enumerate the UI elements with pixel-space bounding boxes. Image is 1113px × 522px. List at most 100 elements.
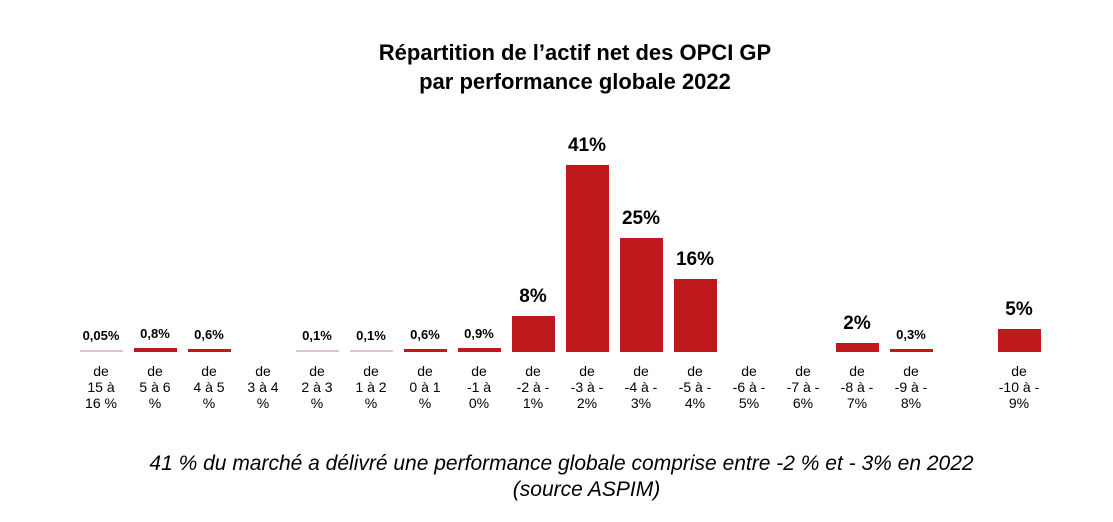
x-tick-label-line: -5 à -: [678, 379, 712, 395]
bar: [565, 165, 609, 352]
x-tick-label: de 5 à 6%: [128, 363, 182, 411]
bar: [889, 349, 933, 352]
x-tick-label-line: -6 à -: [732, 379, 766, 395]
bar: [457, 347, 501, 352]
x-tick-label-line: 3%: [630, 395, 652, 411]
bar: [403, 349, 447, 352]
data-label: 41%: [567, 135, 607, 156]
data-label: 0,1%: [302, 328, 332, 343]
x-tick-label-line: -2 à -: [516, 379, 550, 395]
data-label: 0,6%: [194, 327, 224, 342]
x-tick-label-line: 15 à: [87, 379, 115, 395]
bar: [835, 342, 879, 352]
chart-title-line-2: par performance globale 2022: [419, 69, 731, 94]
x-tick-label-line: %: [418, 395, 432, 411]
x-tick-label-line: -3 à -: [570, 379, 604, 395]
x-tick-label: de -6 à -5%: [722, 363, 776, 411]
x-tick-label: de 4 à 5%: [182, 363, 236, 411]
x-tick-label-line: %: [364, 395, 378, 411]
x-tick-label-line: %: [148, 395, 162, 411]
x-tick-label-line: 4%: [684, 395, 706, 411]
data-label: 0,1%: [356, 328, 386, 343]
x-tick-label: de 1 à 2%: [344, 363, 398, 411]
x-tick-label-line: -10 à -: [998, 379, 1040, 395]
x-tick-label-line: 8%: [900, 395, 922, 411]
x-tick-label-line: -7 à -: [786, 379, 820, 395]
x-tick-label-line: de: [633, 363, 649, 379]
x-tick-label: de -10 à -9%: [992, 363, 1046, 411]
data-label: 25%: [621, 207, 661, 229]
x-tick-label: de -3 à -2%: [560, 363, 614, 411]
x-tick-label-line: de: [795, 363, 811, 379]
x-tick-label-line: 1%: [522, 395, 544, 411]
x-tick-label-line: 0 à 1: [409, 379, 441, 395]
x-tick-label-line: 9%: [1008, 395, 1030, 411]
x-tick-label-line: de: [1011, 363, 1027, 379]
x-tick-label-line: de: [201, 363, 217, 379]
data-label: 8%: [519, 285, 547, 307]
bar: [997, 329, 1041, 352]
x-tick-label-line: de: [147, 363, 163, 379]
data-label: 0,8%: [140, 326, 170, 342]
x-tick-label: de -8 à -7%: [830, 363, 884, 411]
x-tick-label-line: 2%: [576, 395, 598, 411]
x-tick-label-line: de: [579, 363, 595, 379]
data-label: 0,3%: [896, 327, 926, 342]
x-tick-label-line: de: [93, 363, 109, 379]
x-tick-label-line: -9 à -: [894, 379, 928, 395]
x-tick-label: de -4 à -3%: [614, 363, 668, 411]
data-label: 0,05%: [82, 328, 120, 343]
x-tick-label-line: 6%: [792, 395, 814, 411]
x-tick-label-line: de: [903, 363, 919, 379]
x-tick-label-line: 1 à 2: [355, 379, 387, 395]
bar: [673, 279, 717, 352]
x-tick-label-line: 2 à 3: [301, 379, 333, 395]
x-tick-label: de 0 à 1%: [398, 363, 452, 411]
x-tick-label-line: 5 à 6: [139, 379, 171, 395]
x-tick-label-line: -4 à -: [624, 379, 658, 395]
bar: [349, 350, 393, 352]
x-tick-label-line: de: [255, 363, 271, 379]
x-tick-label-line: de: [741, 363, 757, 379]
x-tick-label: de -7 à -6%: [776, 363, 830, 411]
x-tick-label: de -1 à 0%: [452, 363, 506, 411]
x-tick-label: de 2 à 3%: [290, 363, 344, 411]
x-tick-label: de 3 à 4%: [236, 363, 290, 411]
x-tick-label-line: -8 à -: [840, 379, 874, 395]
bar: [133, 348, 177, 352]
chart-title-line-1: Répartition de l’actif net des OPCI GP: [378, 40, 772, 65]
data-label: 0,6%: [410, 327, 440, 342]
data-label: 16%: [675, 249, 715, 271]
x-tick-label-line: 4 à 5: [193, 379, 225, 395]
caption-line-1: 41 % du marché a délivré une performance…: [149, 452, 974, 475]
x-tick-label-line: de: [525, 363, 541, 379]
x-tick-label-line: -1 à: [466, 379, 492, 395]
x-tick-label: de -5 à -4%: [668, 363, 722, 411]
bar: [295, 350, 339, 352]
x-tick-label-line: %: [202, 395, 216, 411]
bar: [79, 350, 123, 352]
x-tick-label: de -2 à -1%: [506, 363, 560, 411]
x-tick-label-line: de: [309, 363, 325, 379]
x-tick-label-line: 16 %: [85, 395, 117, 411]
chart-caption: 41 % du marché a délivré une performance…: [0, 451, 1113, 503]
data-label: 2%: [843, 312, 871, 334]
x-tick-label-line: 3 à 4: [247, 379, 279, 395]
data-label: 5%: [1005, 299, 1033, 321]
x-tick-label-line: de: [471, 363, 487, 379]
x-tick-label-line: %: [256, 395, 270, 411]
bar: [511, 315, 555, 352]
x-tick-label-line: 0%: [468, 395, 490, 411]
bar: [187, 349, 231, 352]
x-tick-label-line: de: [363, 363, 379, 379]
x-tick-label: de -9 à -8%: [884, 363, 938, 411]
x-tick-label-line: 7%: [846, 395, 868, 411]
x-tick-label-line: %: [310, 395, 324, 411]
bar: [619, 237, 663, 352]
chart-title: Répartition de l’actif net des OPCI GP p…: [0, 38, 1113, 96]
x-tick-label-line: de: [849, 363, 865, 379]
x-tick-label-line: de: [417, 363, 433, 379]
caption-source: (source ASPIM): [512, 478, 661, 501]
x-tick-label-line: 5%: [738, 395, 760, 411]
